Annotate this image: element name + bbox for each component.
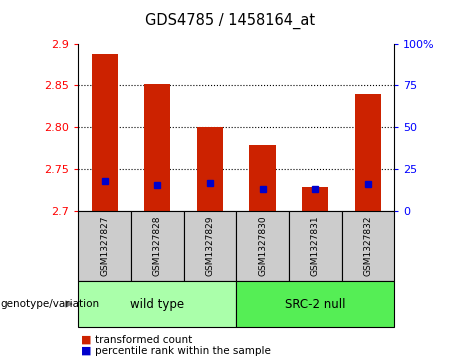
Bar — [302, 187, 328, 211]
Bar — [355, 94, 381, 211]
Bar — [144, 85, 171, 211]
Text: transformed count: transformed count — [95, 335, 192, 345]
Text: GSM1327828: GSM1327828 — [153, 216, 162, 276]
Bar — [92, 54, 118, 211]
Text: GSM1327831: GSM1327831 — [311, 216, 320, 276]
Bar — [249, 146, 276, 211]
Text: ■: ■ — [81, 335, 91, 345]
Text: ■: ■ — [81, 346, 91, 356]
Text: wild type: wild type — [130, 298, 184, 310]
Text: GSM1327830: GSM1327830 — [258, 216, 267, 276]
Text: GDS4785 / 1458164_at: GDS4785 / 1458164_at — [145, 13, 316, 29]
Text: genotype/variation: genotype/variation — [0, 299, 100, 309]
Text: GSM1327829: GSM1327829 — [206, 216, 214, 276]
Text: percentile rank within the sample: percentile rank within the sample — [95, 346, 271, 356]
Text: GSM1327832: GSM1327832 — [363, 216, 372, 276]
Text: GSM1327827: GSM1327827 — [100, 216, 109, 276]
Text: SRC-2 null: SRC-2 null — [285, 298, 345, 310]
Bar — [197, 127, 223, 211]
